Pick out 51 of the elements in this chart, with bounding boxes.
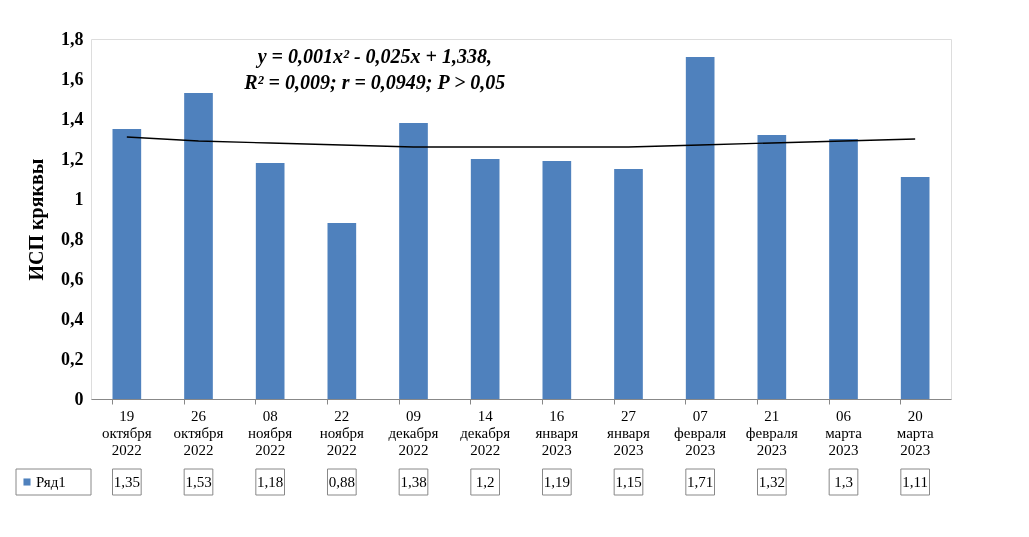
data-label: 1,38 bbox=[400, 474, 427, 490]
data-label: 1,3 bbox=[834, 474, 853, 490]
data-label: 0,88 bbox=[328, 474, 355, 490]
data-label: 1,53 bbox=[185, 474, 212, 490]
y-axis-title: ИСП кряквы bbox=[25, 158, 48, 281]
bar bbox=[685, 57, 715, 399]
x-tick-label: 08 ноября 2022 bbox=[248, 407, 293, 458]
data-label: 1,35 bbox=[113, 474, 140, 490]
x-tick-label: 19 октября 2022 bbox=[101, 407, 152, 458]
data-label: 1,71 bbox=[687, 474, 714, 490]
bar bbox=[829, 139, 858, 399]
y-tick-label: 1 bbox=[74, 188, 84, 209]
bar bbox=[470, 159, 500, 399]
data-label: 1,11 bbox=[902, 474, 929, 490]
x-tick-label: 21 февраля 2023 bbox=[745, 407, 798, 458]
data-label: 1,2 bbox=[475, 474, 495, 490]
data-label: 1,15 bbox=[615, 474, 642, 490]
y-tick-label: 1,6 bbox=[61, 68, 84, 89]
x-tick-label: 06 марта 2023 bbox=[825, 407, 863, 458]
x-tick-label: 20 марта 2023 bbox=[896, 407, 934, 458]
x-tick-label: 16 января 2023 bbox=[535, 407, 579, 458]
y-tick-label: 0,6 bbox=[61, 268, 84, 289]
bar bbox=[542, 161, 572, 399]
annotation: R² = 0,009; r = 0,0949; P > 0,05 bbox=[243, 71, 506, 93]
legend-label: Ряд1 bbox=[36, 474, 66, 490]
line-series bbox=[126, 136, 916, 148]
y-tick-label: 0,4 bbox=[61, 308, 84, 329]
x-tick-label: 14 декабря 2022 bbox=[460, 407, 511, 458]
data-label: 1,18 bbox=[257, 474, 284, 490]
bar bbox=[757, 135, 787, 399]
y-tick-label: 0 bbox=[74, 388, 84, 409]
y-tick-label: 1,8 bbox=[61, 28, 84, 49]
bar bbox=[900, 177, 930, 399]
bar bbox=[327, 223, 357, 399]
x-tick-label: 27 января 2023 bbox=[607, 407, 651, 458]
bar bbox=[112, 129, 142, 399]
y-tick-label: 0,8 bbox=[61, 228, 84, 249]
bar bbox=[399, 123, 428, 399]
y-tick-label: 1,2 bbox=[61, 148, 84, 169]
y-tick-label: 1,4 bbox=[61, 108, 84, 129]
y-tick-label: 0,2 bbox=[61, 348, 84, 369]
x-tick-label: 07 февраля 2023 bbox=[674, 407, 727, 458]
bar bbox=[614, 169, 643, 399]
annotation: y = 0,001x² - 0,025x + 1,338, bbox=[255, 45, 492, 68]
bar bbox=[255, 163, 285, 399]
data-label: 1,32 bbox=[758, 474, 785, 490]
x-tick-label: 22 ноября 2022 bbox=[319, 407, 365, 458]
data-label: 1,19 bbox=[543, 474, 570, 490]
x-tick-label: 26 октября 2022 bbox=[173, 407, 224, 458]
bar bbox=[184, 93, 213, 399]
x-tick-label: 09 декабря 2022 bbox=[388, 407, 439, 458]
